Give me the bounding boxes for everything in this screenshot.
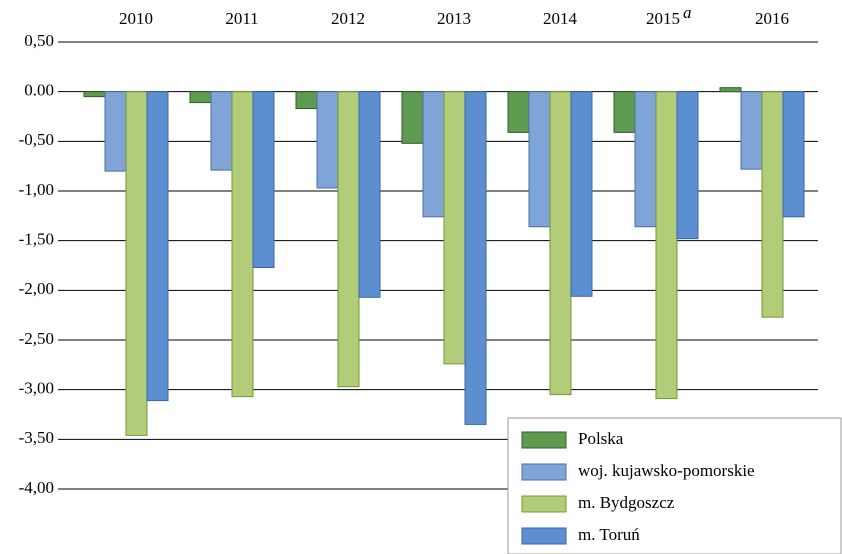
x-tick-label: 2013 (437, 9, 471, 28)
category-superscript: a (683, 3, 692, 22)
bar (570, 91, 593, 297)
bar (740, 91, 763, 170)
bar (401, 91, 424, 144)
bar (549, 91, 572, 396)
bar (613, 91, 636, 133)
y-tick-label: -3,50 (19, 428, 54, 447)
legend-label: m. Toruń (578, 525, 640, 544)
bar (443, 91, 466, 365)
x-tick-label: 2010 (119, 9, 153, 28)
bar (337, 91, 360, 388)
bar (719, 87, 742, 93)
legend-swatch (521, 463, 567, 481)
legend-swatch (521, 495, 567, 513)
legend-swatch (521, 431, 567, 449)
x-tick-label: 2012 (331, 9, 365, 28)
y-tick-label: 0.00 (24, 81, 54, 100)
bar (528, 91, 551, 228)
bar (189, 91, 212, 104)
bar (146, 91, 169, 402)
bar (316, 91, 339, 189)
y-tick-label: -4,00 (19, 478, 54, 497)
y-tick-label: -3,00 (19, 379, 54, 398)
y-tick-label: -2,00 (19, 279, 54, 298)
bar (104, 91, 127, 172)
bar (634, 91, 657, 228)
legend-label: Polska (578, 429, 624, 448)
legend: Polska woj. kujawsko-pomorskie m. Bydgoszc… (507, 417, 842, 554)
bar (231, 91, 254, 398)
bar (83, 91, 106, 98)
bar (125, 91, 148, 436)
bar (422, 91, 445, 218)
bar (464, 91, 487, 425)
legend-label: woj. kujawsko-pomorskie (578, 461, 755, 480)
legend-swatch (521, 527, 567, 545)
bar (782, 91, 805, 218)
bar (252, 91, 275, 268)
y-tick-label: -1,50 (19, 230, 54, 249)
x-tick-label: 2011 (225, 9, 258, 28)
y-tick-label: -0,50 (19, 130, 54, 149)
x-tick-label: 2016 (755, 9, 789, 28)
bar (507, 91, 530, 133)
legend-label: m. Bydgoszcz (578, 493, 675, 512)
bar (295, 91, 318, 110)
x-tick-label: 2014 (543, 9, 578, 28)
bar (358, 91, 381, 298)
bar (761, 91, 784, 318)
bar (655, 91, 678, 400)
y-tick-label: 0,50 (24, 31, 54, 50)
bar (676, 91, 699, 240)
bar (210, 91, 233, 171)
x-tick-label: 2015 (646, 9, 680, 28)
y-tick-label: -1,00 (19, 180, 54, 199)
y-tick-label: -2,50 (19, 329, 54, 348)
